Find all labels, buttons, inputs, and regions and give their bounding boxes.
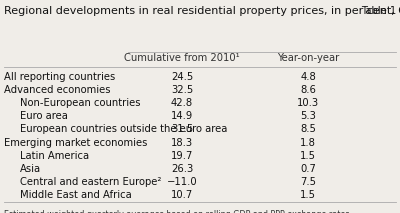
Text: Middle East and Africa: Middle East and Africa bbox=[20, 190, 132, 200]
Text: All reporting countries: All reporting countries bbox=[4, 72, 115, 82]
Text: 0.7: 0.7 bbox=[300, 164, 316, 174]
Text: Year-on-year: Year-on-year bbox=[277, 53, 339, 62]
Text: 32.5: 32.5 bbox=[171, 85, 193, 95]
Text: 26.3: 26.3 bbox=[171, 164, 193, 174]
Text: −11.0: −11.0 bbox=[167, 177, 197, 187]
Text: Latin America: Latin America bbox=[20, 151, 89, 161]
Text: 42.8: 42.8 bbox=[171, 98, 193, 108]
Text: Euro area: Euro area bbox=[20, 111, 68, 121]
Text: 8.6: 8.6 bbox=[300, 85, 316, 95]
Text: 19.7: 19.7 bbox=[171, 151, 193, 161]
Text: 1.8: 1.8 bbox=[300, 138, 316, 148]
Text: 24.5: 24.5 bbox=[171, 72, 193, 82]
Text: 31.5: 31.5 bbox=[171, 124, 193, 134]
Text: 1.5: 1.5 bbox=[300, 151, 316, 161]
Text: 7.5: 7.5 bbox=[300, 177, 316, 187]
Text: 18.3: 18.3 bbox=[171, 138, 193, 148]
Text: Estimated weighted quarterly averages based on rolling GDP and PPP exchange rate: Estimated weighted quarterly averages ba… bbox=[4, 210, 352, 213]
Text: 1.5: 1.5 bbox=[300, 190, 316, 200]
Text: European countries outside the euro area: European countries outside the euro area bbox=[20, 124, 227, 134]
Text: 4.8: 4.8 bbox=[300, 72, 316, 82]
Text: 8.5: 8.5 bbox=[300, 124, 316, 134]
Text: 10.3: 10.3 bbox=[297, 98, 319, 108]
Text: Regional developments in real residential property prices, in per cent, Q2 2021: Regional developments in real residentia… bbox=[4, 6, 400, 16]
Text: Central and eastern Europe²: Central and eastern Europe² bbox=[20, 177, 161, 187]
Text: 14.9: 14.9 bbox=[171, 111, 193, 121]
Text: Asia: Asia bbox=[20, 164, 41, 174]
Text: Emerging market economies: Emerging market economies bbox=[4, 138, 147, 148]
Text: Table 1: Table 1 bbox=[361, 6, 396, 16]
Text: 5.3: 5.3 bbox=[300, 111, 316, 121]
Text: Non-European countries: Non-European countries bbox=[20, 98, 140, 108]
Text: 10.7: 10.7 bbox=[171, 190, 193, 200]
Text: Cumulative from 2010¹: Cumulative from 2010¹ bbox=[124, 53, 240, 62]
Text: Advanced economies: Advanced economies bbox=[4, 85, 110, 95]
